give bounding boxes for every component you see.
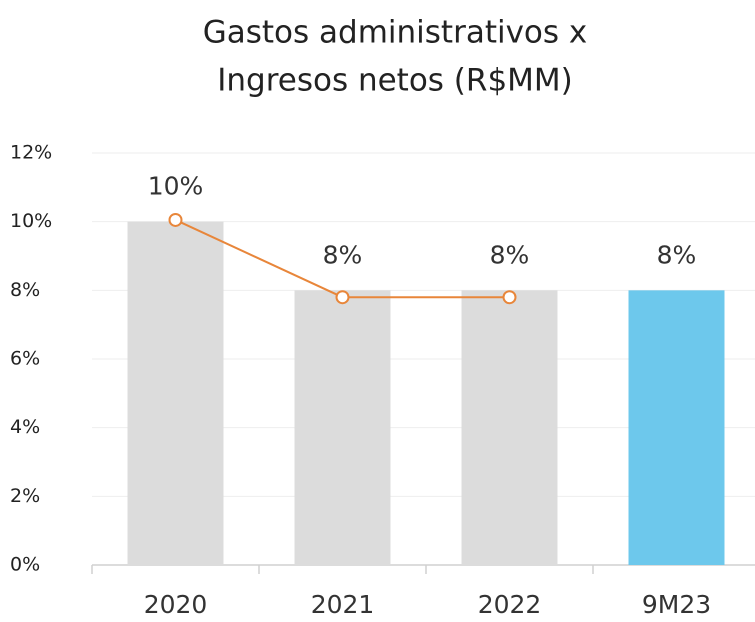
y-tick-label: 4%: [10, 416, 40, 438]
y-tick-label: 12%: [10, 142, 52, 164]
line-point: [502, 290, 517, 305]
y-tick-label: 0%: [10, 554, 40, 576]
data-label: 8%: [323, 240, 363, 269]
data-label: 8%: [657, 240, 697, 269]
x-tick-label: 2020: [144, 590, 208, 619]
chart-title: Gastos administrativos x: [203, 15, 588, 51]
x-tick-label: 9M23: [642, 590, 711, 619]
line-point: [335, 290, 350, 305]
data-label: 10%: [148, 172, 204, 201]
y-tick-label: 8%: [10, 279, 40, 301]
y-tick-label: 6%: [10, 348, 40, 370]
data-label: 8%: [490, 240, 530, 269]
y-tick-label: 2%: [10, 485, 40, 507]
y-tick-label: 10%: [10, 210, 52, 232]
x-tick-label: 2021: [311, 590, 375, 619]
bar: [127, 221, 224, 565]
x-tick-label: 2022: [478, 590, 542, 619]
bar: [294, 290, 391, 565]
bar: [628, 290, 725, 565]
bar: [461, 290, 558, 565]
line-point: [168, 212, 183, 227]
chart-title: Ingresos netos (R$MM): [217, 63, 573, 99]
